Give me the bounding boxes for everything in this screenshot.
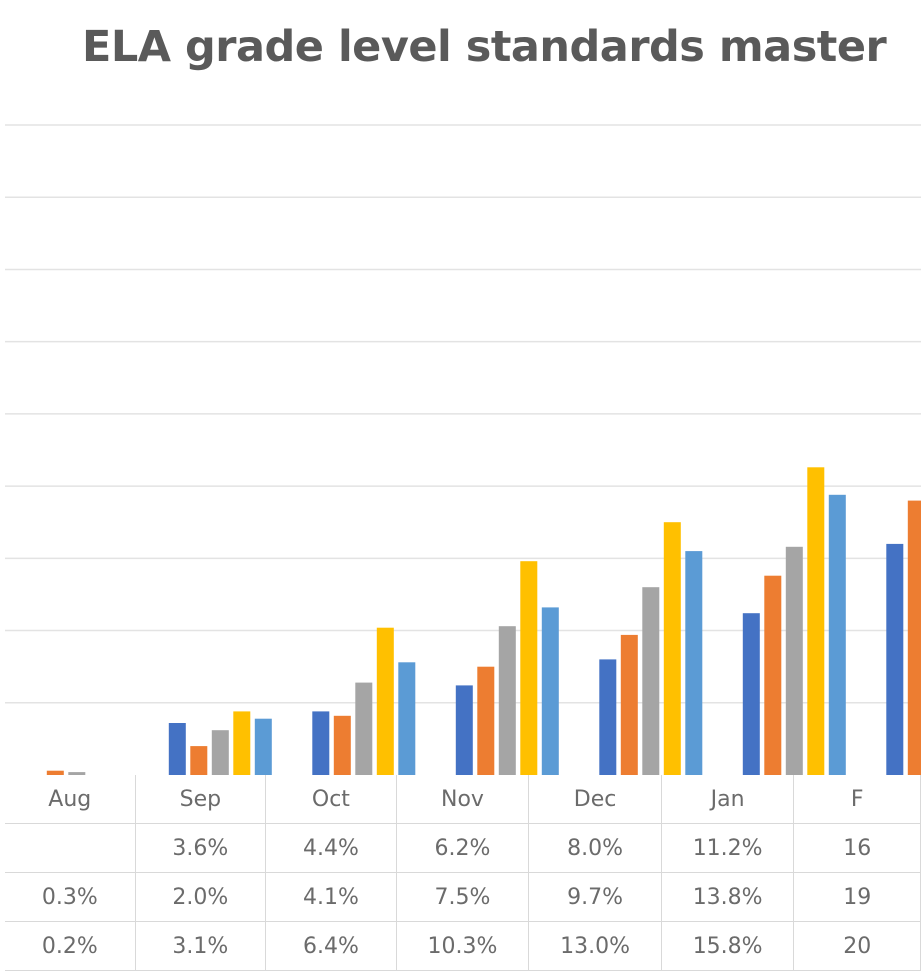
bar-sep-series-1 xyxy=(168,723,186,775)
bar-f-series-2 xyxy=(907,500,921,775)
bar-oct-series-5 xyxy=(398,662,416,775)
bar-oct-series-3 xyxy=(355,682,373,775)
bar-jan-series-1 xyxy=(742,613,760,775)
table-cell: 3.1% xyxy=(134,921,267,971)
bar-dec-series-1 xyxy=(599,659,617,775)
bar-sep-series-4 xyxy=(233,711,251,775)
table-cell: 2.0% xyxy=(134,872,267,922)
table-cell: 4.4% xyxy=(265,823,397,873)
table-cell: 10.3% xyxy=(395,921,530,971)
category-label-oct: Oct xyxy=(265,775,397,824)
category-label-dec: Dec xyxy=(528,775,662,824)
bar-sep-series-5 xyxy=(254,718,272,775)
bar-aug-series-3 xyxy=(68,772,86,775)
bar-jan-series-5 xyxy=(828,494,846,775)
bar-oct-series-2 xyxy=(333,715,351,775)
table-cell: 3.6% xyxy=(134,823,267,873)
bar-jan-series-3 xyxy=(785,546,803,775)
bar-chart xyxy=(5,124,921,775)
category-label-jan: Jan xyxy=(660,775,795,824)
table-cell: 11.2% xyxy=(660,823,795,873)
table-cell: 9.7% xyxy=(528,872,662,922)
bar-f-series-1 xyxy=(886,543,904,775)
bar-nov-series-2 xyxy=(477,666,495,775)
table-cell: 0.3% xyxy=(5,872,136,922)
table-cell: 13.8% xyxy=(660,872,795,922)
table-cell: 6.2% xyxy=(395,823,530,873)
table-cell: 8.0% xyxy=(528,823,662,873)
table-cell: 7.5% xyxy=(395,872,530,922)
category-label-nov: Nov xyxy=(395,775,530,824)
table-cell: 6.4% xyxy=(265,921,397,971)
bar-oct-series-1 xyxy=(312,711,330,775)
table-cell: 0.2% xyxy=(5,921,136,971)
table-row: 0.3% 2.0% 4.1% 7.5% 9.7% 13.8% 19 xyxy=(5,872,921,922)
bar-dec-series-4 xyxy=(663,522,681,775)
bar-oct-series-4 xyxy=(376,627,394,775)
table-row: 3.6% 4.4% 6.2% 8.0% 11.2% 16 xyxy=(5,823,921,873)
bar-jan-series-4 xyxy=(807,467,825,775)
bar-nov-series-5 xyxy=(541,607,559,775)
bar-nov-series-3 xyxy=(498,626,516,775)
bar-nov-series-1 xyxy=(455,685,473,775)
table-cell: 15.8% xyxy=(660,921,795,971)
table-cell xyxy=(5,823,136,873)
chart-title: ELA grade level standards master xyxy=(82,22,887,72)
category-label-sep: Sep xyxy=(134,775,267,824)
bar-dec-series-3 xyxy=(642,587,660,775)
bar-dec-series-2 xyxy=(620,634,638,775)
table-cell: 4.1% xyxy=(265,872,397,922)
table-row: 0.2% 3.1% 6.4% 10.3% 13.0% 15.8% 20 xyxy=(5,921,921,971)
table-cell: 19 xyxy=(793,872,921,922)
bar-nov-series-4 xyxy=(520,561,538,775)
data-table: Aug Sep Oct Nov Dec Jan F 3.6% 4.4% 6.2% 8.0% 11.2%… xyxy=(5,775,921,971)
bar-jan-series-2 xyxy=(764,575,782,775)
bar-dec-series-5 xyxy=(685,551,703,775)
category-label-aug: Aug xyxy=(5,775,136,824)
bar-aug-series-2 xyxy=(46,770,64,775)
bar-sep-series-2 xyxy=(190,746,208,775)
bar-sep-series-3 xyxy=(211,730,229,775)
category-label-f: F xyxy=(793,775,921,824)
table-header-row: Aug Sep Oct Nov Dec Jan F xyxy=(5,775,921,824)
table-cell: 13.0% xyxy=(528,921,662,971)
table-cell: 20 xyxy=(793,921,921,971)
table-cell: 16 xyxy=(793,823,921,873)
